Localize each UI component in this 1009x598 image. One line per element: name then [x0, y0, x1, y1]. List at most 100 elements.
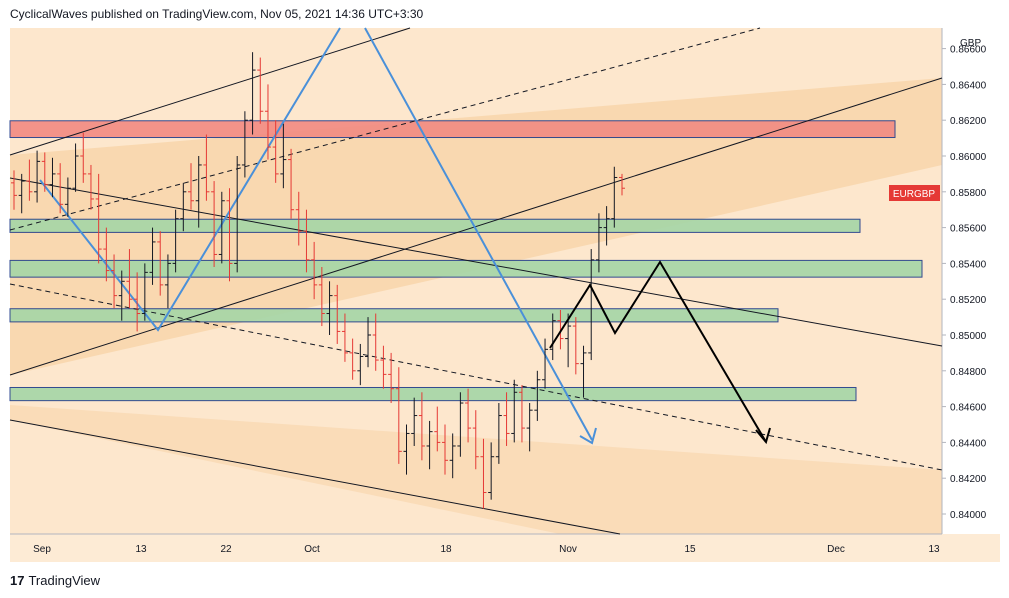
- channel-lower-line: [9, 77, 943, 376]
- price-tick-label: 0.86200: [950, 116, 987, 127]
- candle: [188, 163, 195, 210]
- tradingview-logo-icon: 17: [10, 572, 25, 588]
- candle: [241, 111, 248, 178]
- price-tick-label: 0.85400: [950, 259, 987, 270]
- candle: [288, 148, 295, 219]
- time-tick-label: 22: [220, 544, 232, 555]
- candle: [395, 367, 402, 464]
- projection-path-black: [549, 260, 771, 445]
- channel-fill-lower: [10, 405, 942, 534]
- candle: [111, 254, 118, 309]
- candle: [588, 249, 595, 361]
- candle: [126, 249, 133, 309]
- resistance-zone: [9, 120, 896, 139]
- candle: [434, 406, 441, 452]
- publication-header: CyclicalWaves published on TradingView.c…: [10, 7, 424, 21]
- candle: [211, 181, 218, 267]
- time-tick-label: Oct: [304, 544, 320, 555]
- candle: [480, 438, 487, 509]
- wave-projection-blue: [39, 27, 597, 445]
- candle: [357, 343, 364, 386]
- support-zone: [9, 386, 857, 402]
- candle: [565, 313, 572, 368]
- candle: [349, 338, 356, 380]
- candle: [334, 284, 341, 344]
- candle: [572, 317, 579, 375]
- candle: [64, 177, 71, 217]
- candle: [195, 156, 202, 228]
- candle: [380, 345, 387, 389]
- candle: [603, 206, 610, 246]
- price-axis[interactable]: 0.84000 0.84200 0.84400 0.84600 0.84800 0.850…: [942, 45, 987, 521]
- candle: [280, 123, 287, 189]
- candle: [511, 379, 518, 443]
- channel-mid-line: [9, 27, 761, 231]
- time-tick-label: 13: [928, 544, 940, 555]
- candle: [426, 420, 433, 470]
- candle: [549, 313, 556, 361]
- candle: [449, 433, 456, 479]
- brand-footer: 17 TradingView: [10, 571, 100, 589]
- time-axis[interactable]: Sep 13 22 Oct 18 Nov 15 Dec 13: [33, 544, 940, 555]
- candle: [18, 173, 25, 214]
- price-tick-label: 0.85200: [950, 295, 987, 306]
- candle: [72, 143, 79, 192]
- candle: [418, 392, 425, 461]
- price-tick-label: 0.84400: [950, 438, 987, 449]
- candle: [272, 120, 279, 183]
- support-zone: [9, 218, 861, 233]
- candle: [303, 209, 310, 273]
- time-tick-label: Sep: [33, 544, 51, 555]
- price-tick-label: 0.84200: [950, 474, 987, 485]
- candle: [580, 345, 587, 398]
- candle: [203, 134, 210, 201]
- descending-lower-line: [9, 419, 621, 535]
- candle: [326, 281, 333, 335]
- candle: [80, 132, 87, 183]
- trend-lines: [9, 27, 943, 535]
- candle: [172, 209, 179, 273]
- candle: [295, 191, 302, 246]
- currency-label: GBP: [960, 38, 981, 49]
- candle: [388, 352, 395, 404]
- candle: [95, 173, 102, 264]
- candle: [164, 254, 171, 309]
- candle: [465, 388, 472, 443]
- axis-background: [942, 28, 1000, 534]
- candle: [611, 166, 618, 228]
- candle: [372, 313, 379, 371]
- time-tick-label: 18: [440, 544, 452, 555]
- candle: [118, 270, 125, 321]
- time-tick-label: Nov: [559, 544, 577, 555]
- candle: [595, 213, 602, 273]
- candle: [518, 385, 525, 443]
- candle: [11, 170, 17, 210]
- candle: [403, 424, 410, 475]
- time-tick-label: 15: [684, 544, 696, 555]
- candle: [87, 164, 94, 210]
- channel-upper-line: [9, 27, 411, 156]
- candle: [141, 263, 148, 321]
- candle: [341, 313, 348, 362]
- price-tick-label: 0.86000: [950, 152, 987, 163]
- brand-name: TradingView: [28, 572, 101, 588]
- price-tick-label: 0.85000: [950, 331, 987, 342]
- support-zone: [9, 259, 923, 278]
- candle: [495, 403, 502, 464]
- last-price-label: EURGBP: [893, 189, 936, 200]
- candle: [318, 266, 325, 327]
- price-tick-label: 0.84600: [950, 403, 987, 414]
- last-price-badge: [889, 185, 940, 201]
- candle: [26, 159, 33, 201]
- price-tick-label: 0.84800: [950, 367, 987, 378]
- candle: [180, 182, 187, 232]
- candle: [234, 156, 241, 273]
- candle: [365, 317, 372, 368]
- candle: [441, 424, 448, 475]
- candle: [264, 84, 271, 160]
- candle: [472, 410, 479, 470]
- candle: [149, 227, 156, 285]
- time-tick-label: Dec: [827, 544, 845, 555]
- candle: [257, 57, 264, 124]
